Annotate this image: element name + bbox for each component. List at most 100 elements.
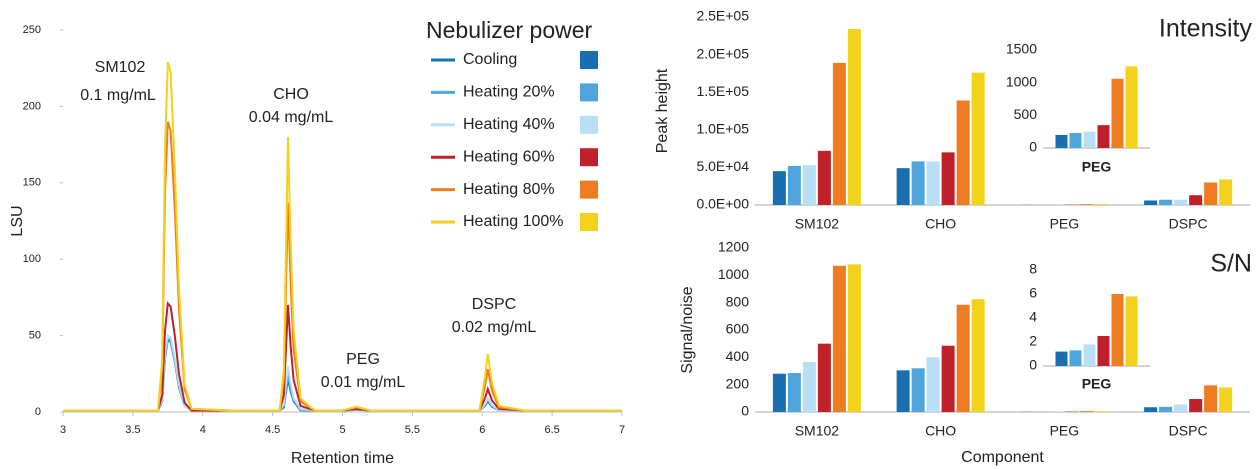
x-tick-label: SM102 [795, 423, 840, 439]
peak-annotation: 0.01 mg/mL [321, 374, 406, 391]
x-tick-label: SM102 [795, 216, 840, 232]
bar [832, 62, 846, 205]
bar [1174, 404, 1188, 412]
bar [956, 304, 970, 412]
legend-swatch [580, 83, 598, 102]
y-tick-label: 400 [726, 348, 750, 364]
x-tick-label: PEG [1082, 159, 1112, 175]
y-tick-label: 600 [726, 321, 750, 337]
bar [1189, 399, 1203, 412]
y-tick-label: 500 [1014, 106, 1038, 122]
bar [772, 373, 786, 412]
legend-label: Heating 60% [463, 148, 555, 165]
x-tick-label: DSPC [1169, 216, 1208, 232]
bar [772, 171, 786, 205]
peak-annotation: DSPC [472, 296, 516, 313]
bar [1144, 200, 1158, 205]
bar [802, 362, 816, 412]
y-axis-label: LSU [9, 205, 26, 236]
bar [1055, 134, 1068, 148]
legend-swatch [580, 148, 598, 167]
bar [911, 368, 925, 412]
bar [971, 72, 985, 205]
y-tick-label: 0 [1029, 139, 1037, 155]
bar [926, 161, 940, 205]
peak-annotation: PEG [346, 351, 380, 368]
bar [1080, 204, 1094, 205]
trace [63, 334, 622, 412]
bar [847, 29, 861, 206]
bar [802, 165, 816, 205]
bar [1095, 204, 1109, 205]
y-tick-label: 5.0E+04 [696, 158, 749, 174]
y-tick-label: 8 [1029, 261, 1037, 277]
bar [817, 343, 831, 412]
peak-annotation: 0.04 mg/mL [249, 109, 334, 126]
legend-label: Cooling [463, 51, 517, 68]
x-tick-label: CHO [925, 216, 956, 232]
bar [787, 165, 801, 205]
bar [1159, 199, 1173, 205]
bar [1083, 344, 1096, 366]
y-tick-label: 1.0E+05 [696, 121, 749, 137]
y-tick-label: 250 [23, 24, 41, 36]
bar [911, 161, 925, 205]
y-tick-label: 0 [35, 406, 41, 418]
legend-swatch [580, 180, 598, 199]
bar [1097, 125, 1110, 148]
bar [896, 168, 910, 205]
x-tick-label: 4 [200, 424, 206, 436]
bar [1219, 387, 1233, 412]
peak-annotation: 0.1 mg/mL [80, 87, 156, 104]
y-tick-label: 4 [1029, 309, 1037, 325]
x-tick-label: 4.5 [265, 424, 280, 436]
legend-swatch [580, 51, 598, 69]
x-axis-label: Retention time [291, 450, 394, 467]
legend-label: Heating 40% [463, 116, 555, 133]
x-tick-label: 3 [60, 424, 66, 436]
bar [1219, 179, 1233, 205]
bar [1204, 385, 1218, 412]
bar [1095, 411, 1109, 412]
x-tick-label: 5.5 [405, 424, 420, 436]
trace [63, 61, 622, 412]
x-tick-label: DSPC [1169, 423, 1208, 439]
peak-annotation: SM102 [95, 59, 146, 76]
x-tick-label: PEG [1050, 216, 1080, 232]
panel-label: Intensity [1159, 15, 1253, 43]
y-tick-label: 200 [23, 100, 41, 112]
x-tick-label: CHO [925, 423, 956, 439]
legend-swatch [580, 115, 598, 134]
x-tick-label: 5 [339, 424, 345, 436]
bar [817, 150, 831, 205]
bar [1069, 350, 1082, 366]
legend-label: Heating 20% [463, 84, 555, 101]
x-tick-label: PEG [1050, 423, 1080, 439]
legend-swatch [580, 213, 598, 231]
bar [1080, 411, 1094, 412]
y-tick-label: 200 [726, 375, 750, 391]
bar [941, 152, 955, 205]
bar [1111, 78, 1124, 148]
y-tick-label: 800 [726, 293, 750, 309]
bar [1189, 195, 1203, 205]
legend-label: Heating 80% [463, 181, 555, 198]
y-tick-label: 100 [23, 253, 41, 265]
bar [1111, 294, 1124, 366]
bar [1125, 66, 1138, 148]
bar [971, 299, 985, 412]
y-tick-label: 150 [23, 177, 41, 189]
y-tick-label: 0 [741, 403, 749, 419]
bar [896, 370, 910, 412]
bar [787, 373, 801, 412]
bar [1125, 296, 1138, 366]
bar [1083, 131, 1096, 148]
legend-label: Heating 100% [463, 213, 564, 230]
bar [1055, 351, 1068, 366]
x-tick-label: 6 [479, 424, 485, 436]
peak-annotation: CHO [273, 86, 309, 103]
x-axis-label: Component [961, 449, 1044, 466]
bar [956, 100, 970, 205]
bar [1174, 199, 1188, 205]
bar [1069, 132, 1082, 148]
